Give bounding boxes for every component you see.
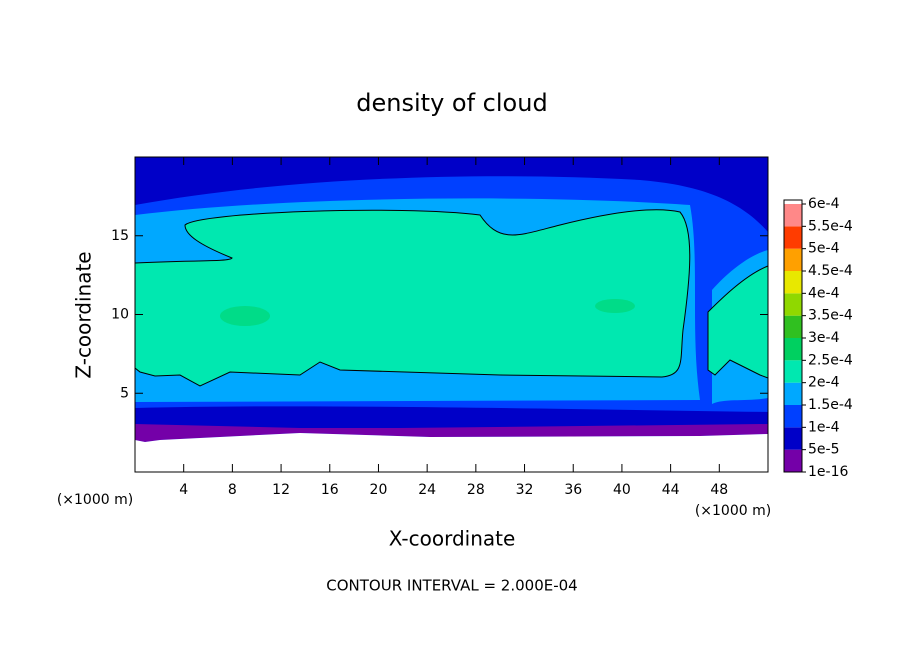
colorbar-band bbox=[784, 226, 802, 249]
field-region bbox=[135, 406, 768, 428]
colorbar-band bbox=[784, 338, 802, 361]
y-tick-label: 15 bbox=[111, 228, 129, 244]
colorbar-label: 6e-4 bbox=[808, 196, 840, 212]
colorbar-band bbox=[784, 449, 802, 472]
x-tick-label: 48 bbox=[710, 482, 728, 498]
y-tick-label: 5 bbox=[120, 385, 129, 401]
x-unit-label: (×1000 m) bbox=[695, 503, 771, 519]
colorbar-band bbox=[784, 382, 802, 405]
colorbar-label: 1e-16 bbox=[808, 464, 848, 480]
colorbar-band bbox=[784, 293, 802, 316]
field-region bbox=[595, 299, 635, 313]
colorbar-label: 5e-4 bbox=[808, 241, 840, 257]
field-region bbox=[135, 424, 768, 442]
field-region bbox=[134, 209, 691, 387]
x-axis-label: X-coordinate bbox=[389, 527, 516, 551]
footer: CONTOUR INTERVAL = 2.000E-04 bbox=[326, 577, 577, 595]
x-tick-label: 4 bbox=[179, 482, 188, 498]
field-region bbox=[220, 306, 270, 326]
colorbar-band bbox=[784, 315, 802, 338]
colorbar-band bbox=[784, 204, 802, 227]
field-region bbox=[135, 157, 768, 232]
colorbar-label: 5.5e-4 bbox=[808, 218, 853, 234]
x-tick-label: 32 bbox=[516, 482, 534, 498]
x-tick-label: 24 bbox=[418, 482, 436, 498]
chart-title: density of cloud bbox=[356, 89, 547, 117]
x-tick-label: 16 bbox=[321, 482, 339, 498]
x-tick-label: 8 bbox=[228, 482, 237, 498]
field-region bbox=[707, 265, 769, 379]
colorbar-frame bbox=[783, 199, 803, 473]
colorbar-band bbox=[784, 405, 802, 428]
y-axis-label: Z-coordinate bbox=[72, 251, 96, 378]
colorbar-label: 5e-5 bbox=[808, 442, 839, 458]
colorbar-band bbox=[784, 248, 802, 271]
colorbar-label: 4e-4 bbox=[808, 285, 840, 301]
x-tick-label: 36 bbox=[564, 482, 582, 498]
no-data bbox=[135, 433, 768, 472]
colorbar-label: 2e-4 bbox=[808, 375, 840, 391]
colorbar-band bbox=[784, 427, 802, 450]
y-tick-label: 10 bbox=[111, 307, 129, 323]
x-tick-label: 28 bbox=[467, 482, 485, 498]
colorbar-band bbox=[784, 360, 802, 383]
colorbar-label: 1e-4 bbox=[808, 419, 840, 435]
colorbar-label: 3e-4 bbox=[808, 330, 840, 346]
x-tick-label: 40 bbox=[613, 482, 631, 498]
x-tick-label: 20 bbox=[370, 482, 388, 498]
x-unit-label: (×1000 m) bbox=[57, 492, 133, 508]
x-tick-label: 44 bbox=[662, 482, 680, 498]
colorbar-band bbox=[784, 271, 802, 294]
colorbar-label: 2.5e-4 bbox=[808, 352, 853, 368]
colorbar-label: 4.5e-4 bbox=[808, 263, 853, 279]
field bbox=[134, 157, 769, 472]
x-tick-label: 12 bbox=[272, 482, 290, 498]
colorbar-label: 1.5e-4 bbox=[808, 397, 853, 413]
colorbar-label: 3.5e-4 bbox=[808, 308, 853, 324]
